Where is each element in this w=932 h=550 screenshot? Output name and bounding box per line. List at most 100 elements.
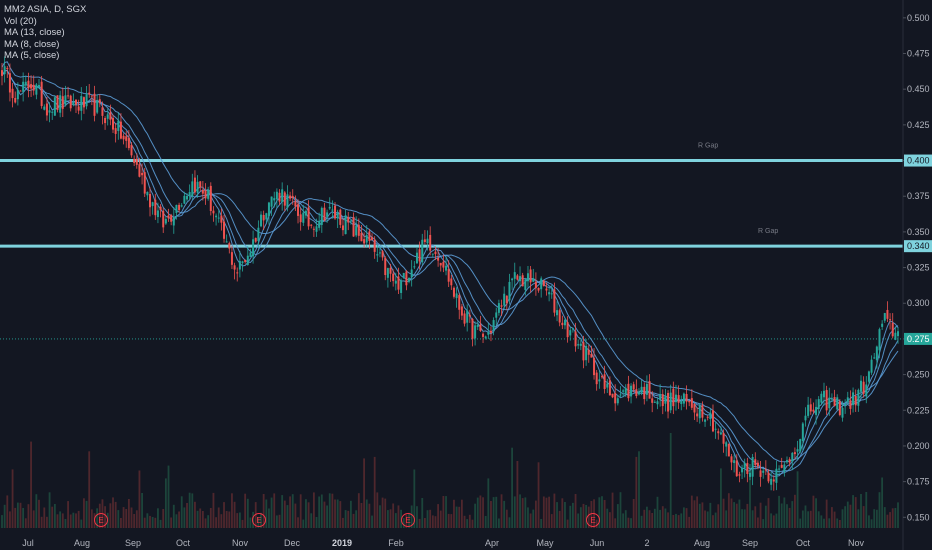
candle	[331, 209, 334, 211]
volume-bar	[194, 501, 196, 528]
legend-ma5[interactable]: MA (5, close)	[4, 50, 60, 61]
volume-bar	[836, 518, 839, 528]
volume-bar	[704, 510, 706, 528]
volume-bar	[43, 507, 46, 528]
candle	[93, 93, 96, 116]
volume-bar	[749, 468, 751, 528]
candle	[40, 81, 43, 107]
volume-bar	[127, 499, 130, 528]
candle	[645, 383, 648, 395]
candle	[785, 460, 788, 463]
candle	[730, 456, 733, 463]
legend-vol[interactable]: Vol (20)	[4, 15, 37, 27]
candle	[336, 212, 339, 219]
candle	[51, 111, 54, 113]
candle	[767, 472, 770, 482]
price-tick-label: 0.325	[907, 263, 930, 273]
candle	[886, 309, 889, 319]
volume-bar	[582, 503, 585, 528]
candle	[307, 207, 310, 227]
volume-bar	[490, 501, 492, 528]
volume-bar	[714, 512, 717, 528]
legend-symbol[interactable]: MM2 ASIA, D, SGX	[4, 4, 87, 15]
candle	[553, 289, 556, 313]
candle	[421, 239, 424, 263]
volume-bar	[336, 499, 339, 528]
legend-ma8[interactable]: MA (8, close)	[4, 38, 60, 50]
candle	[838, 401, 841, 416]
time-tick-label: Nov	[232, 538, 249, 548]
volume-bar	[67, 501, 69, 528]
candle	[220, 215, 223, 223]
volume-bar	[381, 497, 384, 528]
volume-bar	[516, 461, 519, 528]
earnings-label: E	[256, 516, 261, 525]
volume-bar	[11, 469, 14, 528]
volume-bar	[225, 511, 228, 528]
price-label: 0.400	[907, 156, 930, 166]
volume-bar	[162, 509, 165, 528]
volume-bar	[167, 465, 170, 528]
candle	[101, 107, 104, 116]
volume-bar	[476, 497, 479, 528]
candle	[455, 293, 458, 299]
candle	[585, 345, 588, 361]
price-label: 0.275	[907, 334, 930, 344]
volume-bar	[564, 502, 566, 528]
candle	[450, 278, 453, 286]
candle	[466, 310, 469, 323]
candle	[106, 114, 109, 119]
volume-bar	[320, 494, 323, 528]
time-tick-label: Oct	[796, 538, 811, 548]
candle	[698, 405, 701, 419]
candle	[415, 252, 418, 264]
time-tick-label: Sep	[125, 538, 141, 548]
candle	[511, 278, 514, 281]
volume-bar	[590, 501, 593, 528]
price-label-bg	[904, 240, 932, 253]
candle	[149, 193, 152, 208]
volume-bar	[693, 500, 696, 528]
volume-bar	[746, 503, 749, 528]
candle	[381, 251, 384, 258]
candle	[445, 265, 448, 271]
legend-ma13[interactable]: MA (13, close)	[4, 27, 65, 38]
candle	[384, 257, 387, 276]
time-tick-label: 2019	[332, 538, 352, 548]
volume-bar	[254, 502, 257, 528]
candle	[836, 397, 839, 410]
volume-bar	[196, 510, 199, 528]
candle	[328, 206, 331, 209]
candle	[696, 413, 699, 417]
candle	[130, 144, 133, 156]
price-label-bg	[904, 332, 932, 345]
earnings-marker	[586, 513, 600, 527]
volume-bar	[238, 512, 241, 528]
candle	[667, 392, 670, 412]
volume-bar	[757, 517, 759, 528]
candle	[860, 380, 862, 392]
candle	[61, 96, 64, 109]
price-axis: 0.500 0.475 0.450 0.425 0.400 0.375 0.350 0.325…	[902, 0, 932, 550]
candle	[817, 399, 820, 409]
candle	[376, 254, 379, 256]
volume-bar	[820, 515, 823, 528]
candle	[291, 195, 294, 199]
volume-bar	[344, 510, 347, 528]
volume-bar	[72, 512, 75, 528]
candle	[294, 201, 297, 207]
candle	[804, 415, 807, 421]
time-tick-label: Dec	[284, 538, 301, 548]
candle	[439, 262, 442, 266]
candle	[423, 239, 426, 242]
candle	[505, 295, 508, 304]
volume-bar	[363, 458, 365, 528]
candle	[587, 349, 590, 355]
time-axis: Jul Aug Sep Oct Nov Dec 2019 Feb Apr May Jun 2 Aug Se…	[22, 538, 864, 548]
volume-bar	[778, 495, 780, 528]
volume-bar	[566, 519, 569, 528]
candle	[704, 419, 707, 422]
candle	[521, 275, 524, 287]
candle	[497, 303, 500, 313]
